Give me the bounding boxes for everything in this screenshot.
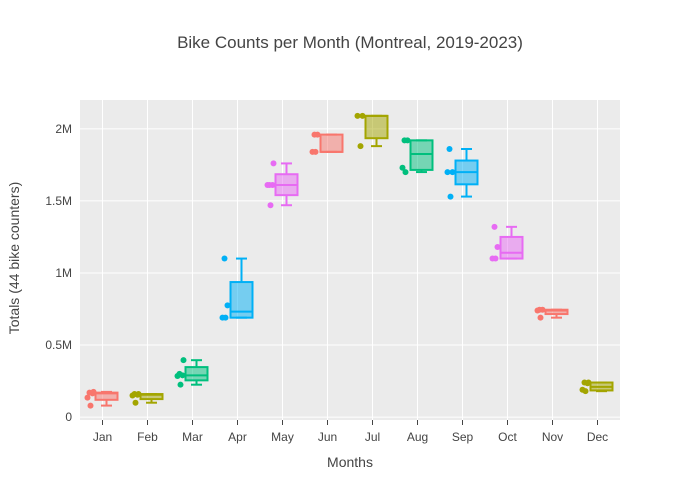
data-point (585, 379, 592, 386)
data-point (359, 112, 366, 119)
x-axis-label: Months (327, 454, 373, 470)
plot-area (80, 100, 620, 420)
data-point (219, 314, 226, 321)
y-tick-label: 1.5M (45, 194, 72, 208)
data-point (87, 402, 94, 409)
data-point (266, 182, 273, 189)
x-tick-label: Apr (228, 430, 247, 444)
box-oct (489, 223, 524, 262)
y-tick-label: 0.5M (45, 338, 72, 352)
data-point (357, 143, 364, 150)
y-tick-label: 1M (55, 266, 72, 280)
data-point (494, 244, 501, 251)
box-layer (84, 112, 614, 409)
data-point (177, 381, 184, 388)
y-tick-label: 2M (55, 122, 72, 136)
box-apr (219, 255, 254, 321)
data-point (224, 302, 231, 309)
data-point (537, 314, 544, 321)
box-iqr (409, 139, 434, 171)
data-point (449, 169, 456, 176)
data-point (399, 164, 406, 171)
y-tick-label: 0 (65, 410, 72, 424)
data-point (132, 399, 139, 406)
x-tick-label: Oct (498, 430, 517, 444)
x-tick-label: Jun (318, 430, 337, 444)
data-point (90, 388, 97, 395)
box-iqr (319, 133, 344, 153)
data-point (402, 169, 409, 176)
box-iqr (364, 114, 389, 140)
data-point (267, 202, 274, 209)
x-tick-label: Sep (452, 430, 474, 444)
data-point (491, 223, 498, 230)
x-tick-label: Nov (542, 430, 563, 444)
box-feb (129, 391, 164, 406)
data-point (444, 169, 451, 176)
data-point (311, 131, 318, 138)
data-point (309, 148, 316, 155)
box-jun (309, 131, 344, 155)
x-tick-label: May (271, 430, 294, 444)
x-tick-label: Feb (137, 430, 158, 444)
x-tick-label: Mar (182, 430, 203, 444)
data-point (270, 160, 277, 167)
x-tick-label: Dec (587, 430, 608, 444)
data-point (401, 137, 408, 144)
box-iqr (229, 281, 254, 319)
data-point (176, 370, 183, 377)
data-point (489, 255, 496, 262)
data-point (180, 357, 187, 364)
data-point (536, 306, 543, 313)
box-jan (84, 388, 119, 409)
box-nov (534, 306, 569, 321)
data-point (354, 112, 361, 119)
box-jul (354, 112, 389, 150)
data-point (446, 146, 453, 153)
data-point (579, 386, 586, 393)
box-aug (399, 137, 434, 176)
box-mar (174, 357, 209, 388)
x-tick-label: Jul (365, 430, 380, 444)
box-may (264, 160, 299, 209)
data-point (447, 193, 454, 200)
chart-title: Bike Counts per Month (Montreal, 2019-20… (177, 33, 523, 52)
x-tick-label: Jan (93, 430, 112, 444)
box-sep (444, 146, 479, 200)
axis-layer: 0 0.5M 1M 1.5M 2M Jan Feb Mar Apr May Jun Jul Aug Sep… (45, 122, 608, 444)
data-point (84, 394, 91, 401)
box-dec (579, 379, 614, 395)
y-axis-label: Totals (44 bike counters) (6, 181, 22, 335)
data-point (221, 255, 228, 262)
data-point (135, 391, 142, 398)
box-iqr (499, 235, 524, 260)
box-iqr (184, 366, 209, 382)
x-tick-label: Aug (407, 430, 428, 444)
